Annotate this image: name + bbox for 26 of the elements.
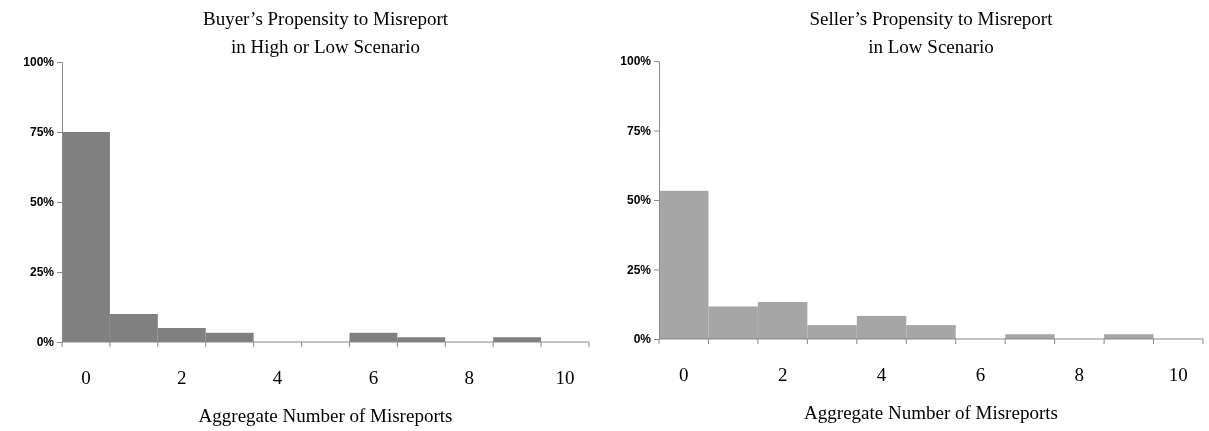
y-tick-label: 0% <box>36 335 55 350</box>
y-tick-label: 100% <box>23 55 55 70</box>
x-tick-label: 2 <box>177 367 187 388</box>
x-tick-label: 10 <box>1168 364 1188 385</box>
x-tick-label: 0 <box>678 364 689 385</box>
x-tick-label: 6 <box>368 367 379 388</box>
y-tick-label: 25% <box>29 265 55 280</box>
x-axis-title: Aggregate Number of Misreports <box>804 402 1058 423</box>
chart-title: Seller’s Propensity to Misreport in Low Scenario <box>809 8 1054 57</box>
x-tick-label: 4 <box>876 364 887 385</box>
y-tick-label: 75% <box>29 125 55 140</box>
y-tick-label: 25% <box>626 262 652 277</box>
x-tick-label: 6 <box>975 364 986 385</box>
x-tick-label: 8 <box>464 367 474 388</box>
x-axis-title: Aggregate Number of Misreports <box>198 405 453 426</box>
x-tick-label: 10 <box>555 367 575 388</box>
y-tick-label: 50% <box>626 193 652 208</box>
y-tick-label: 75% <box>626 123 652 138</box>
chart-title: Buyer’s Propensity to Misreport in High or Low Scenario <box>202 8 449 57</box>
x-tick-label: 8 <box>1074 364 1085 385</box>
y-tick-label: 0% <box>633 332 652 347</box>
x-tick-label: 0 <box>81 367 91 388</box>
y-tick-label: 50% <box>29 195 55 210</box>
y-tick-label: 100% <box>620 54 652 69</box>
x-tick-label: 4 <box>272 367 283 388</box>
x-tick-label: 2 <box>777 364 788 385</box>
